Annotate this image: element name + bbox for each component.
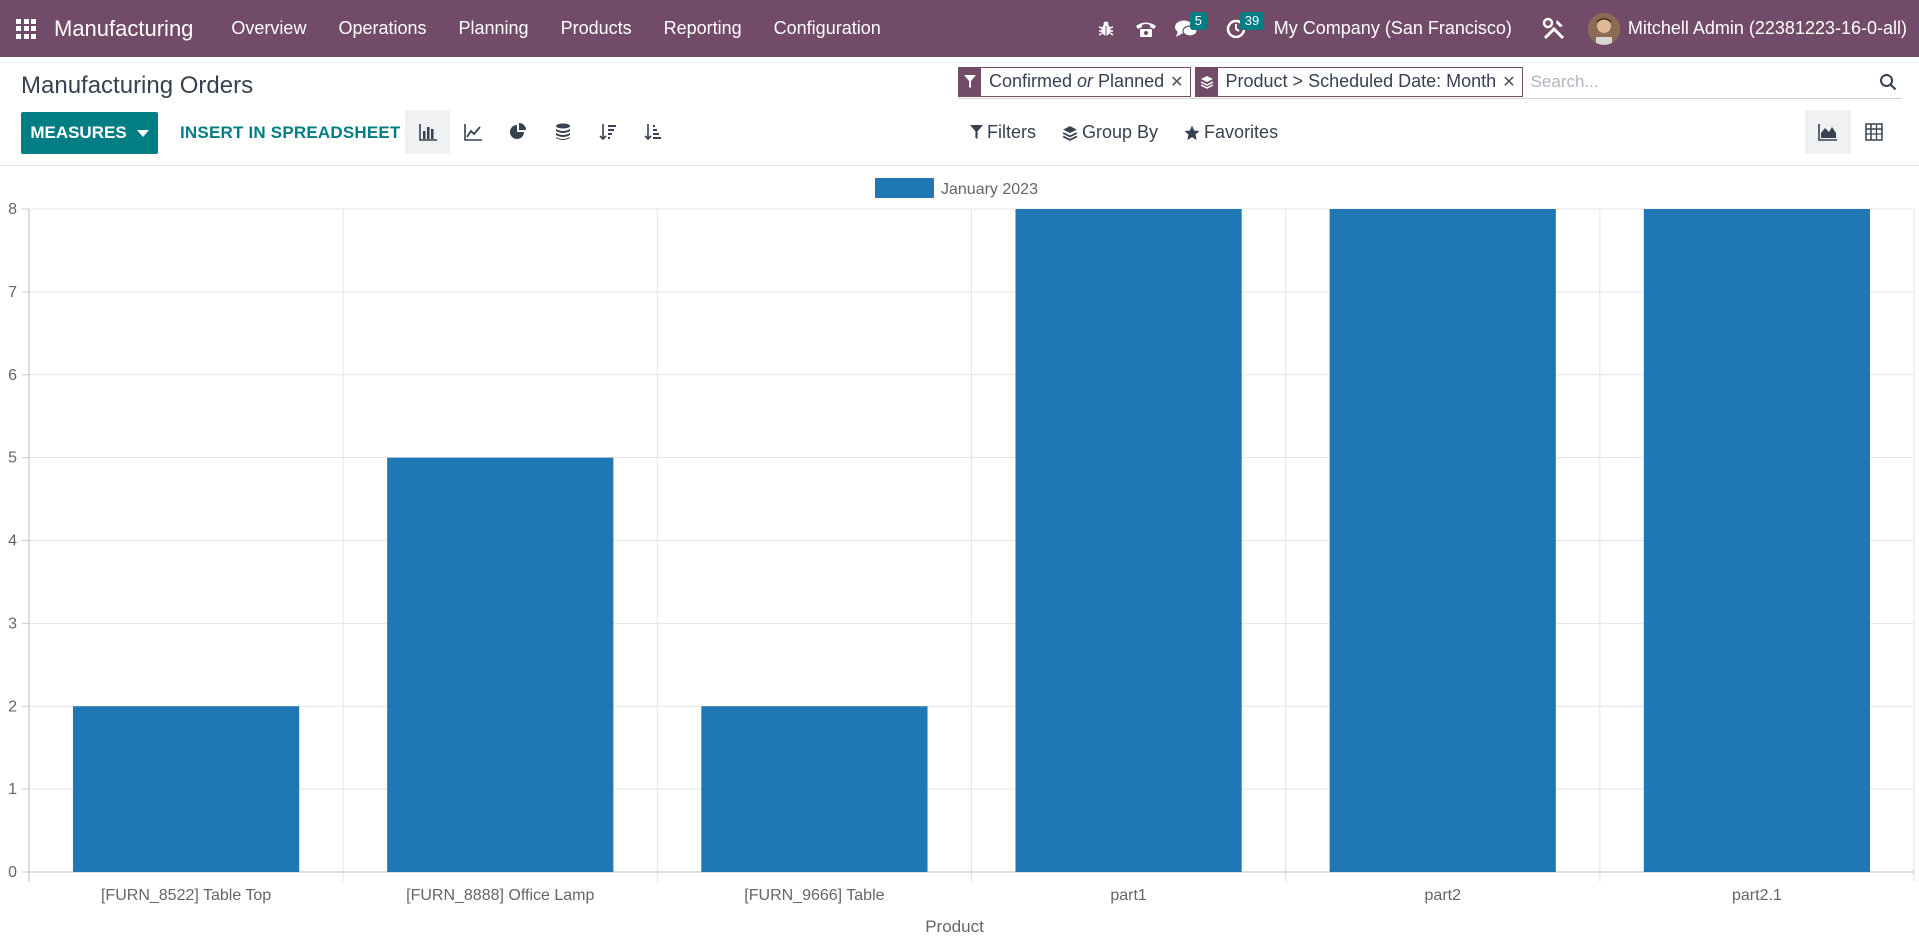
groupby-facet[interactable]: Product > Scheduled Date: Month ✕ bbox=[1194, 66, 1523, 97]
top-navbar: Manufacturing Overview Operations Planni… bbox=[0, 0, 1919, 57]
menu-planning[interactable]: Planning bbox=[458, 18, 529, 38]
x-tick-label: [FURN_8888] Office Lamp bbox=[406, 887, 594, 904]
menu-products[interactable]: Products bbox=[560, 18, 632, 38]
line-chart-button[interactable] bbox=[450, 110, 495, 154]
search-bar: Confirmed or Planned ✕ Product > Schedul… bbox=[958, 65, 1902, 99]
bar-chart: 0 1 2 3 4 5 6 7 8 [FURN_8522] Table Top [FURN_8888… bbox=[8, 178, 1915, 936]
stacked-button[interactable] bbox=[540, 110, 585, 154]
messages-icon[interactable]: 5 bbox=[1166, 0, 1208, 57]
sort-ascending-button[interactable] bbox=[630, 110, 675, 154]
close-icon[interactable]: ✕ bbox=[1502, 73, 1516, 91]
messages-badge: 5 bbox=[1189, 12, 1208, 30]
bar bbox=[72, 706, 300, 872]
groupby-facet-label: Product > Scheduled Date: Month bbox=[1225, 71, 1497, 91]
pie-chart-icon bbox=[509, 123, 526, 139]
search-icon[interactable] bbox=[1874, 68, 1902, 96]
y-tick-label: 4 bbox=[8, 533, 17, 550]
favorites-button[interactable]: Favorites bbox=[1184, 122, 1278, 143]
x-axis-title: Product bbox=[925, 917, 984, 936]
y-tick-label: 6 bbox=[8, 367, 17, 384]
insert-in-spreadsheet-button[interactable]: INSERT IN SPREADSHEET bbox=[180, 123, 401, 142]
bar bbox=[1015, 209, 1242, 872]
menu-overview[interactable]: Overview bbox=[231, 18, 307, 38]
x-tick-label: [FURN_8522] Table Top bbox=[101, 887, 271, 904]
bar bbox=[701, 706, 928, 872]
bar-chart-button[interactable] bbox=[405, 110, 450, 154]
pivot-view-button[interactable] bbox=[1851, 110, 1897, 154]
graph-area: 0 1 2 3 4 5 6 7 8 [FURN_8522] Table Top [FURN_8888… bbox=[0, 167, 1919, 941]
menu-operations[interactable]: Operations bbox=[338, 18, 427, 38]
y-tick-label: 5 bbox=[8, 450, 17, 467]
bar bbox=[1643, 209, 1871, 872]
tools-icon[interactable] bbox=[1534, 0, 1574, 57]
legend-swatch bbox=[875, 178, 934, 198]
view-switcher bbox=[1805, 110, 1897, 154]
measures-button[interactable]: MEASURES bbox=[21, 112, 158, 154]
layers-icon bbox=[1195, 67, 1218, 96]
search-options: Filters Group By Favorites bbox=[970, 122, 1304, 143]
sort-ascending-icon bbox=[643, 124, 661, 141]
x-tick-label: part1 bbox=[1110, 887, 1147, 904]
user-menu[interactable]: Mitchell Admin (22381223-16-0-all) bbox=[1627, 18, 1907, 38]
apps-menu-icon[interactable] bbox=[16, 18, 36, 39]
y-tick-label: 3 bbox=[8, 615, 17, 632]
y-tick-label: 1 bbox=[8, 781, 17, 798]
x-tick-label: [FURN_9666] Table bbox=[744, 887, 884, 904]
bar-chart-icon bbox=[418, 124, 437, 141]
app-brand[interactable]: Manufacturing bbox=[54, 15, 194, 41]
graph-view-button[interactable] bbox=[1805, 110, 1851, 154]
bar bbox=[387, 457, 614, 872]
filter-icon bbox=[959, 67, 981, 96]
activities-clock-icon[interactable]: 39 bbox=[1216, 0, 1265, 57]
database-stack-icon bbox=[555, 123, 570, 140]
y-tick-label: 8 bbox=[8, 201, 17, 218]
star-icon bbox=[1184, 125, 1200, 140]
activities-badge: 39 bbox=[1239, 12, 1265, 30]
graph-type-toolbar bbox=[405, 110, 675, 154]
filter-facet-label: Confirmed or Planned bbox=[989, 71, 1165, 91]
line-chart-icon bbox=[463, 124, 482, 141]
table-grid-icon bbox=[1865, 123, 1883, 141]
control-panel: Manufacturing Orders MEASURES INSERT IN … bbox=[0, 57, 1919, 166]
legend-label: January 2023 bbox=[941, 181, 1038, 198]
filter-facet[interactable]: Confirmed or Planned ✕ bbox=[958, 66, 1191, 97]
menu-configuration[interactable]: Configuration bbox=[773, 18, 881, 38]
area-chart-icon bbox=[1818, 124, 1837, 141]
debug-bug-icon[interactable] bbox=[1086, 0, 1126, 57]
filters-button[interactable]: Filters bbox=[970, 122, 1036, 143]
x-tick-label: part2 bbox=[1425, 887, 1462, 904]
x-tick-label: part2.1 bbox=[1732, 887, 1782, 904]
y-tick-label: 2 bbox=[8, 698, 17, 715]
pie-chart-button[interactable] bbox=[495, 110, 540, 154]
menu-reporting[interactable]: Reporting bbox=[663, 18, 742, 38]
close-icon[interactable]: ✕ bbox=[1170, 73, 1184, 91]
layers-icon bbox=[1062, 125, 1078, 141]
group-by-button[interactable]: Group By bbox=[1062, 122, 1158, 143]
caret-down-icon bbox=[136, 129, 149, 137]
page-title: Manufacturing Orders bbox=[21, 72, 254, 99]
search-input[interactable] bbox=[1526, 66, 1874, 97]
filter-icon bbox=[970, 125, 983, 139]
y-tick-label: 0 bbox=[8, 864, 17, 881]
avatar[interactable] bbox=[1587, 12, 1620, 45]
measures-label: MEASURES bbox=[30, 123, 127, 142]
voip-phone-icon[interactable] bbox=[1126, 0, 1166, 57]
y-tick-label: 7 bbox=[8, 284, 17, 301]
sort-descending-icon bbox=[598, 124, 616, 141]
company-switcher[interactable]: My Company (San Francisco) bbox=[1273, 18, 1512, 38]
sort-descending-button[interactable] bbox=[585, 110, 630, 154]
bar bbox=[1329, 209, 1556, 872]
